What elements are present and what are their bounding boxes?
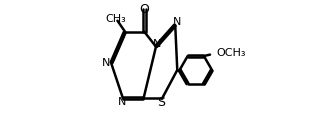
Text: N: N [153,39,161,49]
Text: N: N [118,97,126,107]
Text: O: O [139,3,149,16]
Text: OCH₃: OCH₃ [216,48,246,58]
Text: N: N [172,17,181,27]
Text: CH₃: CH₃ [106,14,126,24]
Text: N: N [102,58,111,68]
Text: S: S [157,96,165,109]
